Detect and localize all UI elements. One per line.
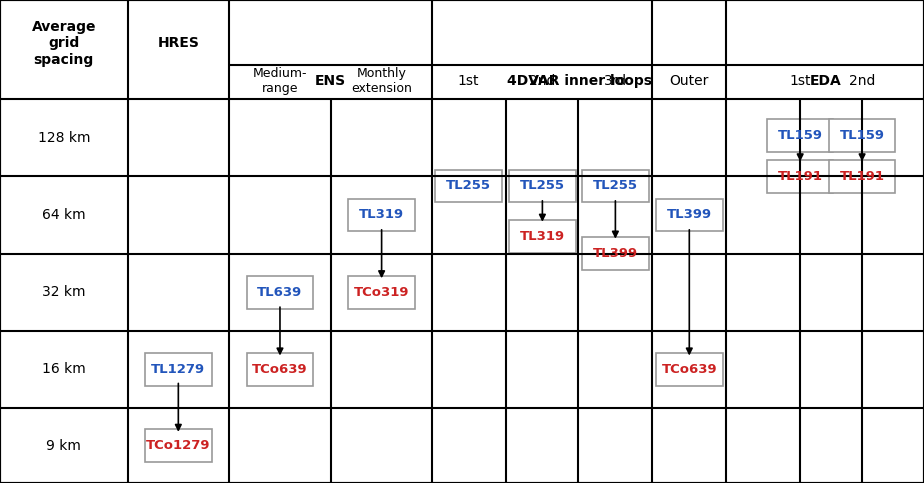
Bar [656,199,723,231]
Text: ENS: ENS [315,74,346,87]
Text: TL255: TL255 [446,180,491,192]
Text: TL191: TL191 [840,170,884,183]
Text: TCo319: TCo319 [354,286,409,298]
Text: TL319: TL319 [520,230,565,243]
Text: 32 km: 32 km [42,285,86,299]
Text: 1st: 1st [457,74,480,87]
Text: TCo1279: TCo1279 [146,440,211,452]
Text: 2nd: 2nd [849,74,875,87]
Text: TCo639: TCo639 [252,363,308,376]
Text: TCo639: TCo639 [662,363,717,376]
Text: 9 km: 9 km [46,439,81,453]
Bar [829,160,895,193]
Text: HRES: HRES [157,37,200,50]
Bar [767,119,833,152]
Bar [509,220,576,253]
Text: 128 km: 128 km [38,131,90,144]
Text: TL639: TL639 [258,286,302,298]
Text: EDA: EDA [809,74,841,87]
Text: TL159: TL159 [778,129,822,142]
Text: Average
grid
spacing: Average grid spacing [31,20,96,67]
Bar [145,353,212,386]
Bar [348,276,415,309]
Text: TL399: TL399 [593,247,638,260]
Bar [247,276,313,309]
Text: 1st: 1st [789,74,811,87]
Bar [582,170,649,202]
Text: TL191: TL191 [778,170,822,183]
Text: TL319: TL319 [359,209,404,221]
Bar [247,353,313,386]
Text: TL399: TL399 [667,209,711,221]
Bar [509,170,576,202]
Text: 16 km: 16 km [42,363,86,376]
Bar [435,170,502,202]
Text: TL1279: TL1279 [152,363,205,376]
Text: 64 km: 64 km [42,208,86,222]
Bar [582,237,649,270]
Text: TL159: TL159 [840,129,884,142]
Text: TL255: TL255 [593,180,638,192]
Bar [656,353,723,386]
Text: 3rd: 3rd [603,74,627,87]
Bar [348,199,415,231]
Bar [829,119,895,152]
Text: TL255: TL255 [520,180,565,192]
Text: Outer: Outer [670,74,709,87]
Text: Medium-
range: Medium- range [253,67,307,95]
Bar [145,429,212,462]
Text: 2nd: 2nd [529,74,555,87]
Bar [767,160,833,193]
Text: 4DVAR inner loops: 4DVAR inner loops [507,74,651,87]
Text: Monthly
extension: Monthly extension [351,67,412,95]
